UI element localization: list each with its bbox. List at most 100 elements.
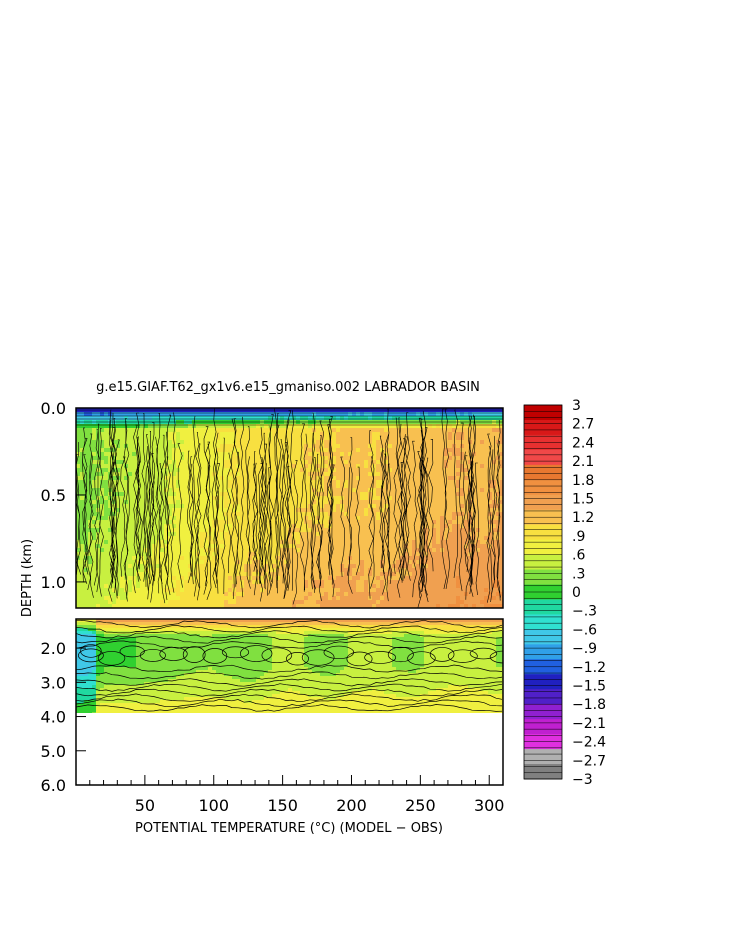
- upper-cell: [220, 584, 225, 589]
- upper-cell: [224, 516, 229, 521]
- upper-cell: [272, 564, 277, 569]
- upper-cell: [132, 520, 137, 525]
- upper-cell: [324, 496, 329, 501]
- upper-cell: [112, 452, 117, 457]
- upper-cell: [432, 552, 437, 557]
- upper-cell: [308, 520, 313, 525]
- upper-cell: [148, 588, 153, 593]
- upper-cell: [200, 588, 205, 593]
- upper-cell: [264, 412, 269, 417]
- upper-cell: [148, 492, 153, 497]
- upper-cell: [400, 452, 405, 457]
- upper-cell: [408, 412, 413, 417]
- upper-cell: [264, 512, 269, 517]
- upper-cell: [236, 476, 241, 481]
- upper-cell: [468, 564, 473, 569]
- upper-cell: [316, 412, 321, 417]
- upper-cell: [364, 508, 369, 513]
- upper-cell: [440, 508, 445, 513]
- upper-cell: [428, 568, 433, 573]
- upper-cell: [412, 592, 417, 597]
- upper-cell: [264, 460, 269, 465]
- upper-cell: [332, 440, 337, 445]
- upper-cell: [304, 584, 309, 589]
- upper-cell: [116, 416, 121, 421]
- upper-cell: [308, 564, 313, 569]
- upper-cell: [108, 480, 113, 485]
- upper-cell: [84, 440, 89, 445]
- upper-cell: [196, 580, 201, 585]
- upper-cell: [468, 424, 473, 429]
- upper-cell: [156, 524, 161, 529]
- upper-cell: [368, 576, 373, 581]
- upper-cell: [200, 520, 205, 525]
- upper-cell: [336, 480, 341, 485]
- upper-cell: [220, 504, 225, 509]
- upper-cell: [440, 492, 445, 497]
- upper-cell: [88, 456, 93, 461]
- upper-cell: [296, 492, 301, 497]
- upper-cell: [424, 476, 429, 481]
- upper-cell: [148, 488, 153, 493]
- upper-cell: [416, 492, 421, 497]
- upper-cell: [100, 572, 105, 577]
- upper-cell: [432, 500, 437, 505]
- upper-cell: [412, 476, 417, 481]
- upper-cell: [428, 448, 433, 453]
- upper-cell: [428, 560, 433, 565]
- upper-cell: [308, 532, 313, 537]
- upper-cell: [272, 488, 277, 493]
- upper-cell: [272, 432, 277, 437]
- upper-cell: [388, 456, 393, 461]
- upper-cell: [88, 452, 93, 457]
- upper-cell: [396, 472, 401, 477]
- upper-cell: [236, 444, 241, 449]
- upper-cell: [440, 592, 445, 597]
- upper-cell: [112, 504, 117, 509]
- upper-cell: [404, 456, 409, 461]
- upper-cell: [236, 504, 241, 509]
- upper-cell: [464, 448, 469, 453]
- upper-cell: [236, 596, 241, 601]
- upper-cell: [372, 472, 377, 477]
- upper-cell: [132, 468, 137, 473]
- upper-cell: [404, 524, 409, 529]
- upper-cell: [440, 504, 445, 509]
- upper-cell: [460, 568, 465, 573]
- upper-cell: [280, 428, 285, 433]
- upper-cell: [360, 576, 365, 581]
- upper-cell: [276, 604, 281, 608]
- upper-cell: [264, 456, 269, 461]
- upper-cell: [104, 524, 109, 529]
- upper-cell: [132, 448, 137, 453]
- upper-cell: [100, 536, 105, 541]
- upper-cell: [388, 436, 393, 441]
- upper-cell: [152, 440, 157, 445]
- upper-cell: [452, 472, 457, 477]
- upper-cell: [344, 492, 349, 497]
- upper-cell: [80, 424, 85, 429]
- upper-cell: [408, 544, 413, 549]
- upper-cell: [180, 496, 185, 501]
- upper-cell: [144, 412, 149, 417]
- upper-cell: [156, 564, 161, 569]
- upper-cell: [456, 540, 461, 545]
- upper-cell: [432, 592, 437, 597]
- upper-cell: [452, 500, 457, 505]
- upper-cell: [452, 580, 457, 585]
- upper-cell: [204, 536, 209, 541]
- upper-cell: [272, 452, 277, 457]
- upper-cell: [200, 440, 205, 445]
- upper-cell: [200, 468, 205, 473]
- upper-cell: [388, 468, 393, 473]
- upper-cell: [444, 468, 449, 473]
- upper-cell: [472, 560, 477, 565]
- upper-cell: [416, 528, 421, 533]
- upper-cell: [368, 472, 373, 477]
- upper-cell: [136, 584, 141, 589]
- upper-cell: [196, 440, 201, 445]
- upper-cell: [332, 436, 337, 441]
- upper-cell: [212, 600, 217, 605]
- upper-cell: [220, 452, 225, 457]
- upper-cell: [120, 524, 125, 529]
